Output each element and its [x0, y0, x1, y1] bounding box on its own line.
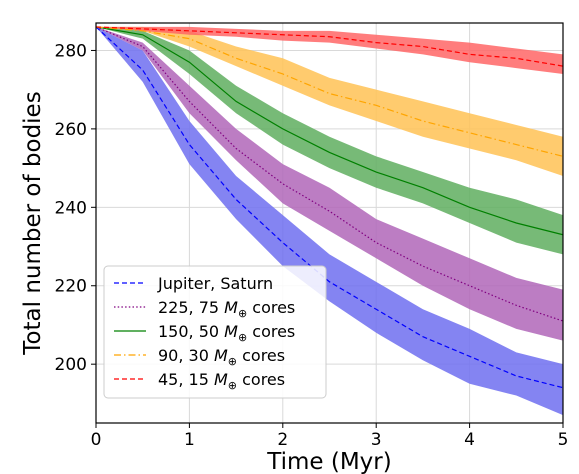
- legend-label: 45, 15 M⊕ cores: [158, 370, 285, 392]
- legend-label: 225, 75 M⊕ cores: [158, 298, 295, 320]
- x-tick-label: 1: [184, 430, 195, 450]
- series-band: [96, 26, 563, 176]
- y-axis-label: Total number of bodies: [20, 91, 46, 355]
- y-tick-label: 220: [55, 277, 87, 297]
- x-tick-label: 4: [464, 430, 475, 450]
- series-line: [95, 26, 564, 157]
- series-band: [96, 26, 563, 341]
- series-line: [95, 26, 564, 236]
- x-tick-label: 0: [91, 430, 102, 450]
- x-tick-label: 5: [558, 430, 569, 450]
- legend-label: Jupiter, Saturn: [157, 274, 273, 293]
- x-axis-ticks: 0 1 2 3 4 5: [91, 423, 569, 450]
- y-tick-label: 200: [55, 355, 87, 375]
- series-lines: [95, 26, 564, 389]
- y-tick-label: 280: [55, 41, 87, 61]
- legend-box: [103, 265, 327, 399]
- y-tick-label: 260: [55, 120, 87, 140]
- y-tick-label: 240: [55, 198, 87, 218]
- plot-frame: [95, 22, 564, 424]
- legend-label: 90, 30 M⊕ cores: [158, 346, 285, 368]
- y-axis-ticks: 200 220 240 260 280: [55, 41, 96, 375]
- legend-label: 150, 50 M⊕ cores: [158, 322, 295, 344]
- x-axis-label: Time (Myr): [266, 449, 391, 474]
- series-line: [95, 26, 564, 322]
- series-line: [95, 26, 564, 67]
- series-band: [96, 26, 563, 416]
- x-tick-label: 2: [277, 430, 288, 450]
- series-line: [95, 26, 564, 389]
- x-tick-label: 3: [371, 430, 382, 450]
